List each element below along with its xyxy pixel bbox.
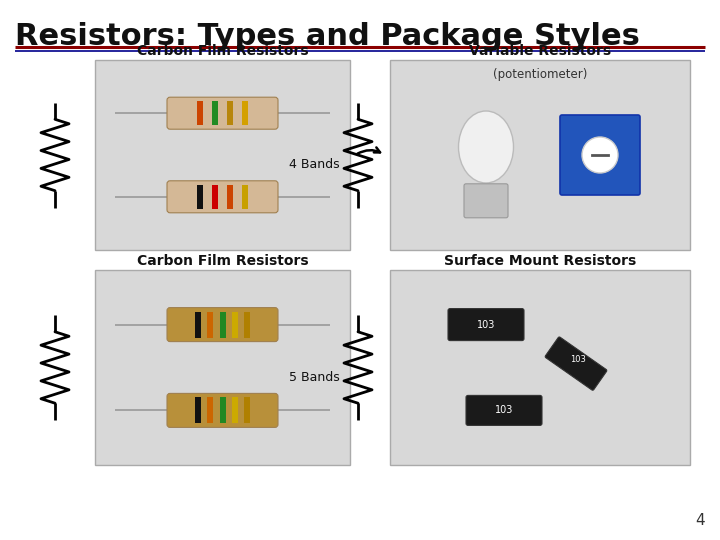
Text: 103: 103 bbox=[570, 355, 586, 364]
FancyBboxPatch shape bbox=[545, 337, 607, 390]
FancyBboxPatch shape bbox=[560, 115, 640, 195]
Bar bbox=[197, 101, 204, 125]
Bar bbox=[207, 312, 213, 338]
Bar bbox=[232, 312, 238, 338]
Bar bbox=[195, 312, 201, 338]
Text: Variable Resistors: Variable Resistors bbox=[469, 44, 611, 58]
Ellipse shape bbox=[459, 111, 513, 183]
Bar bbox=[220, 397, 225, 423]
Text: 103: 103 bbox=[495, 406, 513, 415]
Bar bbox=[244, 312, 250, 338]
Text: Carbon Film Resistors: Carbon Film Resistors bbox=[137, 254, 308, 268]
FancyBboxPatch shape bbox=[167, 308, 278, 342]
Text: 5 Bands: 5 Bands bbox=[289, 371, 340, 384]
Bar bbox=[232, 397, 238, 423]
Text: (potentiometer): (potentiometer) bbox=[492, 68, 588, 81]
Bar bbox=[207, 397, 213, 423]
Text: Carbon Film Resistors: Carbon Film Resistors bbox=[137, 44, 308, 58]
Bar bbox=[212, 185, 218, 209]
FancyBboxPatch shape bbox=[95, 60, 350, 250]
Bar bbox=[241, 101, 248, 125]
Circle shape bbox=[582, 137, 618, 173]
FancyBboxPatch shape bbox=[448, 308, 524, 341]
Bar bbox=[241, 185, 248, 209]
FancyBboxPatch shape bbox=[167, 97, 278, 129]
Text: 4: 4 bbox=[696, 513, 705, 528]
FancyBboxPatch shape bbox=[95, 270, 350, 465]
Bar bbox=[220, 312, 225, 338]
Bar bbox=[195, 397, 201, 423]
Text: Surface Mount Resistors: Surface Mount Resistors bbox=[444, 254, 636, 268]
Text: Resistors: Types and Package Styles: Resistors: Types and Package Styles bbox=[15, 22, 640, 51]
Bar bbox=[212, 101, 218, 125]
FancyBboxPatch shape bbox=[464, 184, 508, 218]
FancyBboxPatch shape bbox=[167, 394, 278, 427]
FancyBboxPatch shape bbox=[167, 181, 278, 213]
FancyBboxPatch shape bbox=[390, 60, 690, 250]
Text: 103: 103 bbox=[477, 320, 495, 329]
Bar bbox=[227, 185, 233, 209]
Bar bbox=[227, 101, 233, 125]
Bar bbox=[244, 397, 250, 423]
Text: 4 Bands: 4 Bands bbox=[289, 158, 340, 171]
FancyBboxPatch shape bbox=[466, 395, 542, 426]
FancyBboxPatch shape bbox=[390, 270, 690, 465]
Bar bbox=[197, 185, 204, 209]
